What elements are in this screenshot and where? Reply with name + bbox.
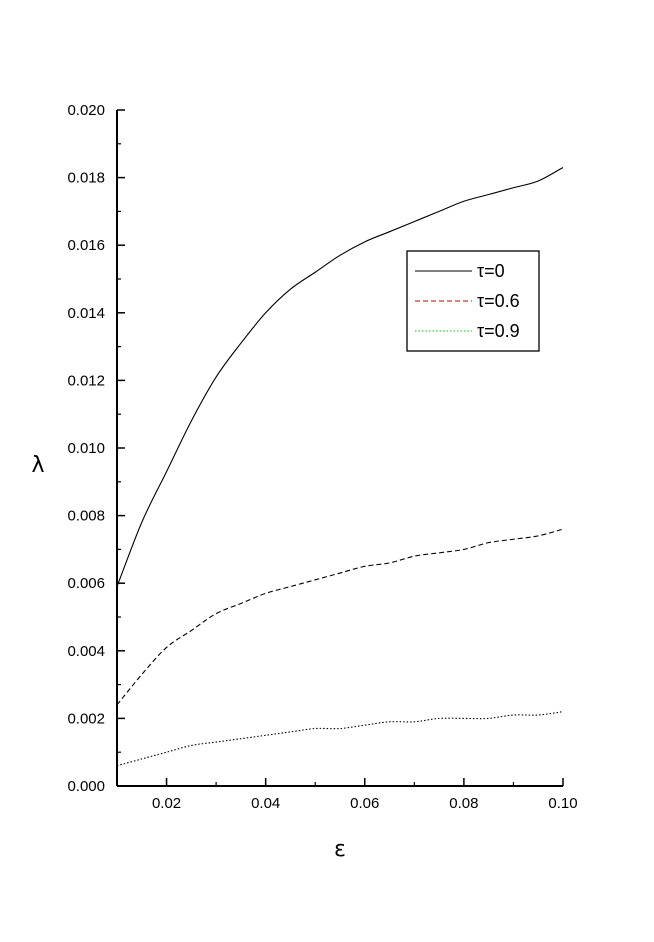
- x-tick-label: 0.08: [449, 795, 478, 812]
- y-tick-label: 0.004: [67, 643, 105, 660]
- legend-label-1: τ=0: [477, 261, 505, 281]
- y-tick-label: 0.016: [67, 237, 105, 254]
- legend-box: [406, 250, 540, 352]
- legend: τ=0 τ=0.6 τ=0.9: [406, 250, 540, 352]
- y-tick-label: 0.002: [67, 710, 105, 727]
- legend-label-2: τ=0.6: [477, 291, 520, 311]
- x-tick-label: 0.02: [152, 795, 181, 812]
- x-tick-label: 0.06: [350, 795, 379, 812]
- y-tick-label: 0.008: [67, 508, 105, 525]
- x-tick-label: 0.10: [548, 795, 577, 812]
- y-tick-label: 0.020: [67, 102, 105, 119]
- series-layer: [116, 166, 564, 767]
- y-tick-label: 0.012: [67, 372, 105, 389]
- series-line-3: [116, 711, 564, 767]
- axes: 0.000 0.002 0.004 0.006 0.008 0.010 0.012 0.014…: [67, 102, 577, 812]
- x-tick-label: 0.04: [251, 795, 280, 812]
- y-tick-label: 0.006: [67, 575, 105, 592]
- y-axis-title: λ: [31, 453, 44, 478]
- y-tick-label: 0.014: [67, 305, 105, 322]
- series-line-2: [116, 528, 564, 706]
- y-tick-label: 0.000: [67, 778, 105, 795]
- legend-label-3: τ=0.9: [477, 321, 520, 341]
- y-tick-label: 0.018: [67, 170, 105, 187]
- y-tick-label: 0.010: [67, 440, 105, 457]
- x-axis-title: ε: [334, 837, 346, 862]
- series-line-1: [116, 166, 564, 587]
